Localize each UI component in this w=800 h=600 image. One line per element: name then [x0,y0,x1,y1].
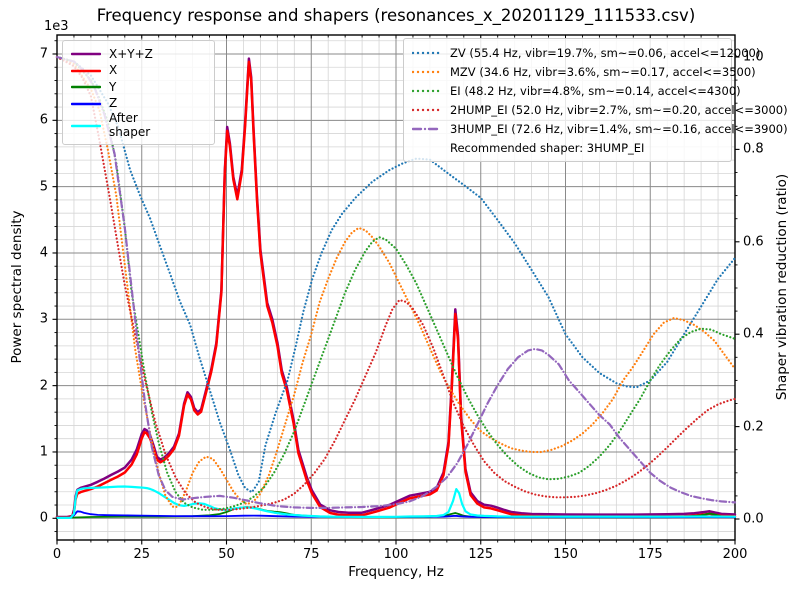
y-left-tick-label: 0 [39,510,48,526]
y-left-tick-label: 3 [39,311,48,327]
y-right-tick-label: 0.8 [743,141,764,157]
legend-label-3hump-ei: 3HUMP_EI (72.6 Hz, vibr=1.4%, sm~=0.16, … [450,121,788,136]
legend-row-zv: ZV (55.4 Hz, vibr=19.7%, sm~=0.06, accel… [412,43,760,62]
y-left-tick-label: 1 [39,444,48,460]
curve-x [55,60,737,519]
x-tick-label: 175 [637,547,663,562]
legend-sample-line [412,89,442,92]
legend-sample-line [412,127,442,130]
x-tick-label: 75 [302,547,320,562]
legend-row-after-shaper: After shaper [71,111,206,139]
legend-sample-line [71,124,101,127]
x-tick-label: 0 [52,547,62,562]
y-right-tick-label: 0.2 [743,419,764,435]
legend-label-after-shaper: After shaper [109,111,151,139]
legend-label-z: Z [109,96,118,110]
legend-row-recommended-shaper: Recommended shaper: 3HUMP_EI [412,138,723,157]
legend-row-x: X [71,63,206,80]
legend-label-ei: EI (48.2 Hz, vibr=4.8%, sm~=0.14, accel<… [450,83,741,98]
legend-sample-line [71,53,101,56]
x-tick-label: 100 [383,547,409,562]
recommended-shaper-text: Recommended shaper: 3HUMP_EI [450,140,645,155]
y-left-tick-label: 2 [39,378,48,394]
legend-row-y: Y [71,79,206,96]
legend-label-zv: ZV (55.4 Hz, vibr=19.7%, sm~=0.06, accel… [450,45,761,60]
y-axis-label-left: Power spectral density [9,210,25,364]
legend-label-x: X [109,63,118,77]
legend-shapers-box: ZV (55.4 Hz, vibr=19.7%, sm~=0.06, accel… [403,38,788,162]
legend-row-z: Z [71,96,206,113]
x-tick-label: 200 [722,547,748,562]
legend-row-2hump-ei: 2HUMP_EI (52.0 Hz, vibr=2.7%, sm~=0.20, … [412,100,788,119]
x-tick-label: 125 [468,547,494,562]
y-left-tick-label: 5 [39,179,48,195]
legend-sample-line [71,102,101,105]
y-left-tick-label: 4 [39,245,48,261]
y-left-tick-label: 7 [39,46,48,62]
curve-2hump-ei [55,55,737,511]
y-left-tick-label: 6 [39,112,48,128]
chart-title: Frequency response and shapers (resonanc… [96,6,696,25]
legend-label-x-plus-y-plus-z: X+Y+Z [109,46,153,61]
legend-label-y: Y [109,79,117,94]
legend-row-ei: EI (48.2 Hz, vibr=4.8%, sm~=0.14, accel<… [412,81,741,100]
curve-ei [55,55,737,511]
legend-row-mzv: MZV (34.6 Hz, vibr=3.6%, sm~=0.17, accel… [412,62,756,81]
y-right-tick-label: 0.0 [743,511,764,527]
legend-sample-line [71,86,101,89]
x-axis-label: Frequency, Hz [348,564,444,580]
y-axis-offset-label: 1e3 [44,19,69,34]
curve-3hump-ei [55,55,737,509]
y-right-tick-label: 1.0 [743,49,764,65]
legend-sample-line [412,51,442,54]
legend-sample-line [412,108,442,111]
legend-sample-line [71,69,101,72]
legend-sample-line [412,70,442,73]
legend-row-3hump-ei: 3HUMP_EI (72.6 Hz, vibr=1.4%, sm~=0.16, … [412,119,788,138]
legend-psd-box: X+Y+Z X Y Z After shaper [62,40,215,145]
legend-row-x-plus-y-plus-z: X+Y+Z [71,46,206,63]
legend-label-mzv: MZV (34.6 Hz, vibr=3.6%, sm~=0.17, accel… [450,64,756,79]
y-axis-label-right: Shaper vibration reduction (ratio) [774,173,790,401]
x-tick-label: 25 [133,547,151,562]
curve-zv [55,55,737,494]
y-right-tick-label: 0.4 [743,326,764,342]
x-tick-label: 50 [218,547,235,562]
y-right-tick-label: 0.6 [743,234,764,250]
legend-label-2hump-ei: 2HUMP_EI (52.0 Hz, vibr=2.7%, sm~=0.20, … [450,102,788,117]
x-tick-label: 150 [553,547,578,562]
